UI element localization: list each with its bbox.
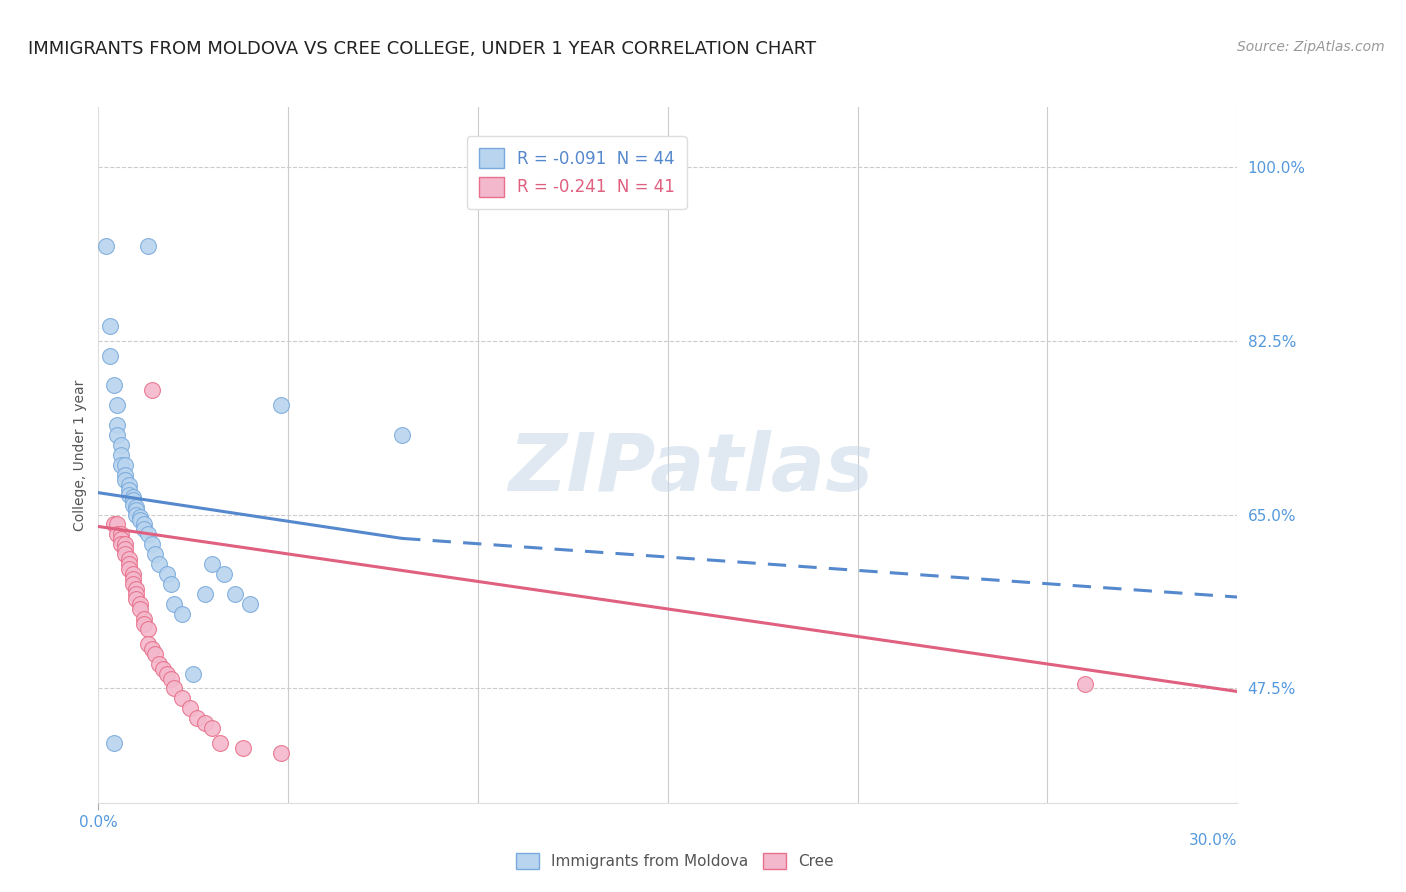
Point (129, 509, 152, 524)
Point (121, 498, 143, 512)
Point (141, 384, 163, 398)
Point (148, 657, 170, 671)
Point (114, 467, 136, 482)
Point (132, 517, 155, 532)
Point (129, 602, 152, 616)
Point (98, 349, 121, 363)
Point (103, 517, 125, 532)
Text: ZIPatlas: ZIPatlas (508, 430, 873, 508)
Point (107, 517, 129, 532)
Point (132, 616, 155, 631)
Point (159, 672, 181, 686)
Point (136, 239, 159, 253)
Point (145, 647, 167, 661)
Point (183, 666, 205, 681)
Point (132, 612, 155, 626)
Point (170, 607, 193, 621)
Point (107, 527, 129, 541)
Point (136, 527, 159, 541)
Point (208, 736, 231, 750)
Point (391, 428, 413, 442)
Point (141, 537, 163, 551)
Point (110, 458, 132, 472)
Legend: R = -0.091  N = 44, R = -0.241  N = 41: R = -0.091 N = 44, R = -0.241 N = 41 (467, 136, 686, 209)
Point (103, 736, 125, 750)
Point (270, 746, 292, 760)
Point (163, 597, 186, 611)
Point (125, 592, 148, 607)
Point (125, 500, 148, 514)
Point (224, 587, 246, 601)
Point (194, 716, 217, 731)
Point (121, 492, 143, 507)
Point (110, 533, 132, 547)
Point (152, 662, 174, 676)
Point (110, 438, 132, 452)
Point (125, 587, 148, 601)
Point (103, 378, 125, 392)
Point (110, 527, 132, 541)
Point (179, 701, 201, 715)
Point (239, 597, 262, 611)
Point (194, 587, 217, 601)
Point (110, 448, 132, 462)
Point (232, 741, 254, 756)
Point (201, 558, 224, 572)
Point (159, 577, 181, 591)
Point (136, 637, 159, 651)
Point (141, 641, 163, 656)
Point (186, 711, 208, 725)
Point (114, 542, 136, 557)
Point (170, 691, 193, 706)
Point (114, 473, 136, 487)
Point (118, 477, 141, 491)
Point (136, 622, 159, 636)
Point (156, 567, 179, 582)
Point (121, 567, 143, 582)
Point (118, 552, 141, 566)
Point (114, 458, 136, 472)
Point (94, 239, 117, 253)
Point (114, 537, 136, 551)
Point (121, 572, 143, 586)
Point (118, 483, 141, 497)
Point (212, 567, 235, 582)
Point (145, 547, 167, 561)
Point (129, 512, 152, 526)
Point (107, 398, 129, 412)
Point (125, 502, 148, 516)
Text: IMMIGRANTS FROM MOLDOVA VS CREE COLLEGE, UNDER 1 YEAR CORRELATION CHART: IMMIGRANTS FROM MOLDOVA VS CREE COLLEGE,… (28, 40, 817, 58)
Point (132, 523, 155, 537)
Point (270, 398, 292, 412)
Point (129, 597, 152, 611)
Point (1074, 676, 1097, 690)
Legend: Immigrants from Moldova, Cree: Immigrants from Moldova, Cree (509, 847, 841, 875)
Point (107, 418, 129, 433)
Point (125, 508, 148, 522)
Y-axis label: College, Under 1 year: College, Under 1 year (73, 379, 87, 531)
Point (107, 428, 129, 442)
Point (118, 562, 141, 576)
Point (163, 681, 186, 696)
Point (121, 577, 143, 591)
Point (110, 537, 132, 551)
Point (125, 582, 148, 596)
Text: Source: ZipAtlas.com: Source: ZipAtlas.com (1237, 40, 1385, 54)
Text: 30.0%: 30.0% (1189, 833, 1237, 848)
Point (114, 547, 136, 561)
Point (118, 558, 141, 572)
Point (121, 490, 143, 504)
Point (118, 488, 141, 502)
Point (156, 666, 179, 681)
Point (201, 721, 224, 735)
Point (98, 318, 121, 333)
Point (148, 558, 170, 572)
